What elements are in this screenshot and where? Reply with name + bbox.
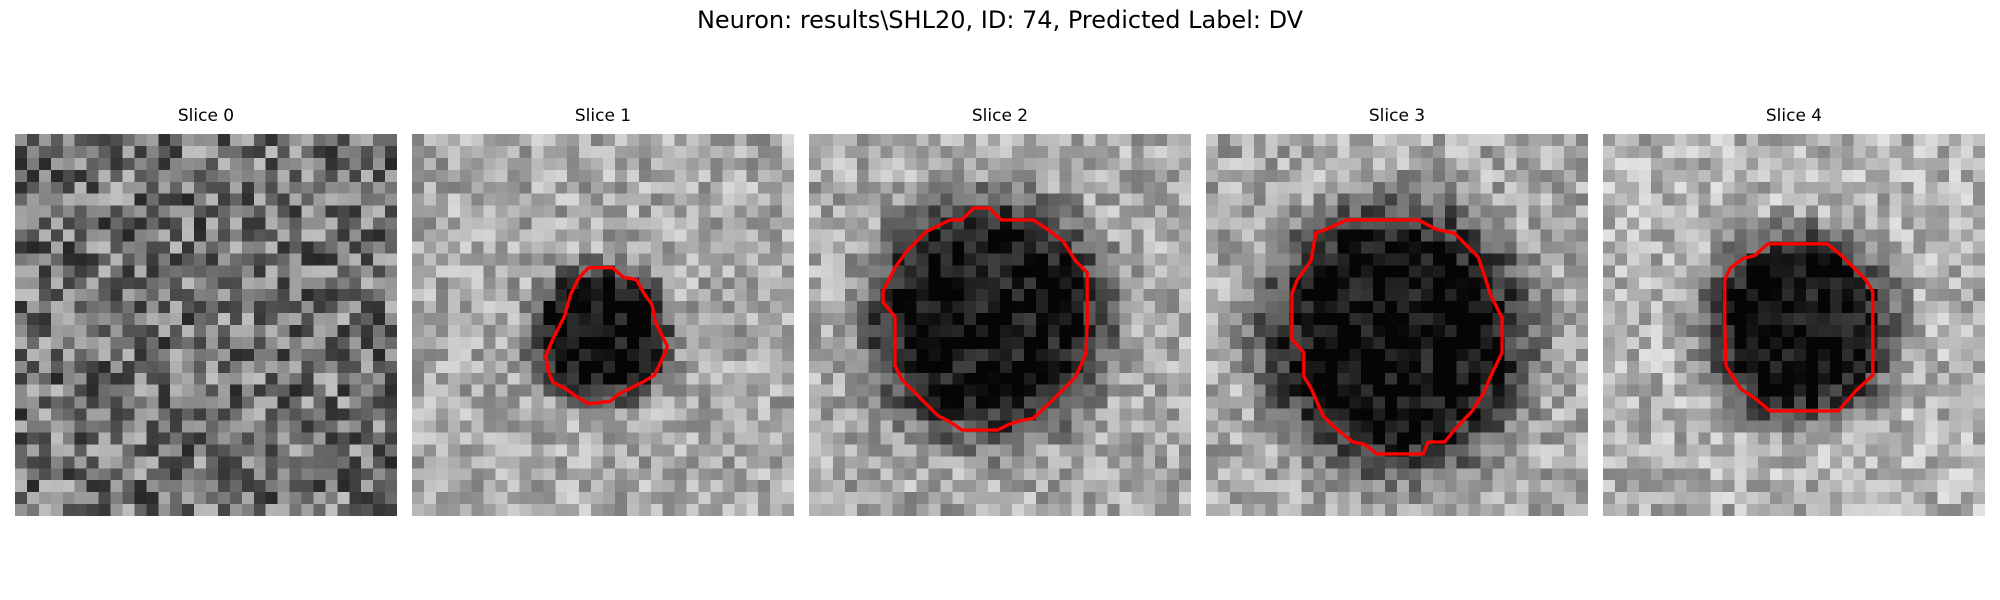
slice-image-4	[1603, 134, 1985, 516]
slice-title-2: Slice 2	[971, 106, 1029, 126]
roi-outline-1	[544, 266, 670, 406]
slice-image-0	[15, 134, 397, 516]
slice-title-0: Slice 0	[177, 106, 235, 126]
slice-image-1	[412, 134, 794, 516]
slice-title-1: Slice 1	[574, 106, 632, 126]
slice-title-4: Slice 4	[1765, 106, 1823, 126]
roi-outline-2	[881, 206, 1089, 432]
slice-title-3: Slice 3	[1368, 106, 1426, 126]
slice-image-3	[1206, 134, 1588, 516]
roi-outline-3	[1290, 218, 1504, 456]
figure-title: Neuron: results\SHL20, ID: 74, Predicted…	[696, 6, 1304, 34]
slice-image-2	[809, 134, 1191, 516]
roi-outline-4	[1723, 242, 1875, 413]
